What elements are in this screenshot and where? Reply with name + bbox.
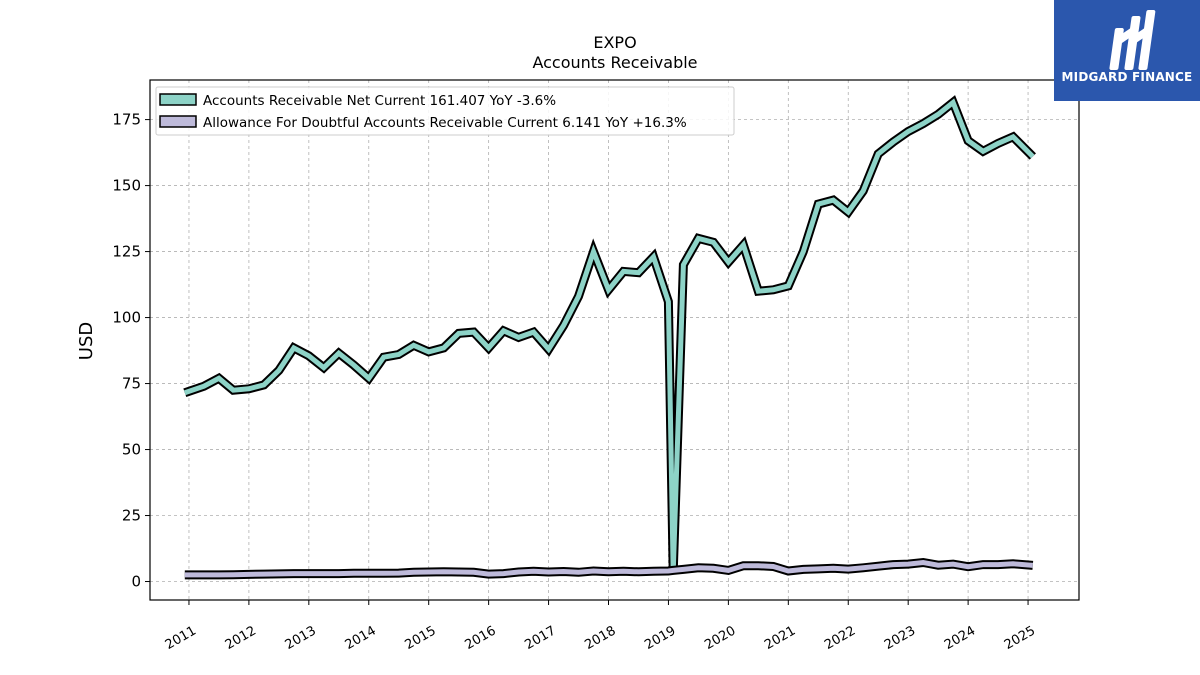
x-tick-label: 2015 [403,623,439,653]
y-tick-label: 75 [122,375,141,393]
y-tick-label: 175 [112,111,141,129]
midgard-finance-logo: MIDGARD FINANCE [1054,0,1200,101]
x-tick-label: 2011 [163,623,199,653]
plot-frame [149,79,1080,601]
y-tick-label: 0 [131,573,141,591]
logo-text: MIDGARD FINANCE [1061,70,1193,84]
legend-swatch-allowance [159,115,197,128]
y-tick-label: 25 [122,507,141,525]
x-tick-label: 2016 [462,623,498,653]
legend: Accounts Receivable Net Current 161.407 … [155,86,735,136]
legend-entry-allowance: Allowance For Doubtful Accounts Receivab… [203,115,687,131]
chart-title: EXPO [593,33,636,52]
x-tick-label: 2013 [283,623,319,653]
series-line-allowance [184,559,1034,578]
legend-frame [155,86,735,136]
x-tick-label: 2024 [942,623,978,653]
x-tick-label: 2023 [882,623,918,653]
x-tick-label: 2025 [1002,623,1038,653]
y-tick-label: 100 [112,309,141,327]
y-tick-label: 125 [112,243,141,261]
logo-mark-icon [1109,10,1156,70]
y-tick-label: 150 [112,177,141,195]
grid-lines [150,80,1079,600]
legend-entry-net-current: Accounts Receivable Net Current 161.407 … [203,93,556,109]
x-tick-label: 2021 [762,623,798,653]
x-tick-label: 2019 [642,623,678,653]
x-tick-label: 2014 [343,623,379,653]
y-axis-label: USD [76,322,97,360]
y-tick-label: 50 [122,441,141,459]
chart-subtitle: Accounts Receivable [532,53,697,72]
x-tick-label: 2020 [702,623,738,653]
x-tick-label: 2018 [582,623,618,653]
series-line-net-current [183,98,1035,573]
x-tick-label: 2012 [223,623,259,653]
series-group [183,95,1036,580]
legend-swatch-net-current [159,93,197,106]
x-tick-label: 2017 [522,623,558,653]
x-tick-label: 2022 [822,623,858,653]
